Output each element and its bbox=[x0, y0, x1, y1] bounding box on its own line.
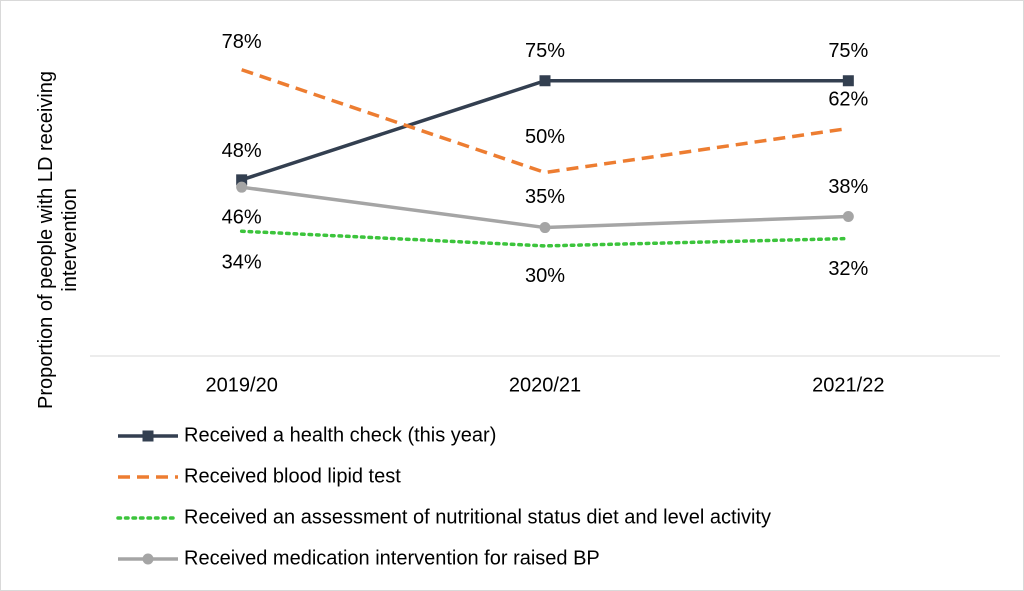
data-label: 48% bbox=[222, 140, 262, 162]
marker bbox=[539, 222, 551, 234]
data-label: 75% bbox=[828, 40, 868, 62]
marker bbox=[236, 181, 248, 193]
marker bbox=[842, 75, 854, 87]
y-axis-title: Proportion of people with LD receiving i… bbox=[35, 71, 81, 409]
data-label: 38% bbox=[828, 176, 868, 198]
data-label: 50% bbox=[525, 126, 565, 148]
marker bbox=[842, 211, 854, 223]
data-label: 34% bbox=[222, 252, 262, 274]
legend-marker bbox=[142, 430, 154, 442]
legend-label: Received blood lipid test bbox=[184, 465, 401, 487]
legend-marker bbox=[142, 553, 154, 565]
data-label: 30% bbox=[525, 265, 565, 287]
legend-label: Received a health check (this year) bbox=[184, 424, 496, 446]
series-line bbox=[239, 229, 851, 248]
marker bbox=[539, 75, 551, 87]
data-label: 75% bbox=[525, 40, 565, 62]
x-tick-label: 2019/20 bbox=[206, 374, 278, 396]
data-label: 32% bbox=[828, 258, 868, 280]
marker bbox=[236, 174, 248, 186]
series-line bbox=[241, 68, 849, 175]
x-tick-label: 2021/22 bbox=[812, 374, 884, 396]
data-label: 35% bbox=[525, 186, 565, 208]
legend-label: Received an assessment of nutritional st… bbox=[184, 506, 771, 528]
x-tick-label: 2020/21 bbox=[509, 374, 581, 396]
data-label: 62% bbox=[828, 89, 868, 111]
legend-label: Received medication intervention for rai… bbox=[184, 547, 600, 569]
data-label: 78% bbox=[222, 31, 262, 53]
data-label: 46% bbox=[222, 206, 262, 228]
